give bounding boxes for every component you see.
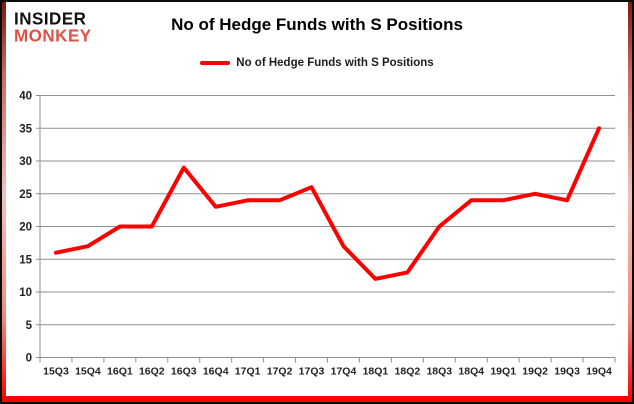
x-axis-tick-label: 17Q4 — [331, 366, 357, 378]
x-axis-tick-label: 15Q3 — [43, 366, 69, 378]
x-axis-tick-label: 19Q3 — [554, 366, 580, 378]
x-axis-tick-label: 19Q4 — [586, 366, 612, 378]
x-axis-tick-label: 16Q3 — [171, 366, 197, 378]
x-axis-tick-label: 18Q2 — [395, 366, 421, 378]
legend-line-swatch — [200, 61, 231, 65]
legend-label: No of Hedge Funds with S Positions — [236, 57, 434, 69]
y-axis-tick-label: 25 — [19, 189, 32, 201]
x-axis-tick-label: 16Q2 — [139, 366, 165, 378]
y-axis-tick-label: 15 — [19, 254, 32, 266]
x-axis-tick-label: 19Q2 — [522, 366, 548, 378]
right-red-border-strip — [628, 2, 632, 402]
x-axis-tick-label: 18Q1 — [363, 366, 389, 378]
y-axis-tick-label: 40 — [19, 91, 32, 103]
x-axis-tick-label: 16Q1 — [107, 366, 133, 378]
x-axis-tick-label: 17Q2 — [267, 366, 293, 378]
chart-title: No of Hedge Funds with S Positions — [171, 15, 463, 34]
left-red-border-strip — [2, 2, 6, 402]
logo-line-monkey: MONKEY — [14, 25, 92, 46]
x-axis-tick-label: 19Q1 — [490, 366, 516, 378]
y-axis-tick-label: 5 — [26, 320, 33, 332]
chart-legend: No of Hedge Funds with S Positions — [2, 57, 632, 69]
y-axis-tick-label: 20 — [19, 222, 32, 234]
y-axis-tick-label: 10 — [19, 287, 32, 299]
logo-line-insider: INSIDER — [14, 8, 87, 29]
insider-monkey-logo: INSIDER MONKEY — [14, 8, 92, 46]
x-axis-tick-label: 17Q1 — [235, 366, 261, 378]
x-axis-tick-label: 18Q3 — [426, 366, 452, 378]
x-axis-tick-label: 18Q4 — [458, 366, 484, 378]
x-axis-tick-label: 17Q3 — [299, 366, 325, 378]
data-line — [54, 126, 601, 281]
y-axis-tick-label: 30 — [19, 156, 32, 168]
y-axis-tick-label: 35 — [19, 123, 32, 135]
y-axis-tick-label: 0 — [26, 353, 32, 365]
x-axis-tick-label: 15Q4 — [75, 366, 101, 378]
x-axis-tick-label: 16Q4 — [203, 366, 229, 378]
bottom-red-border-strip — [2, 396, 632, 402]
